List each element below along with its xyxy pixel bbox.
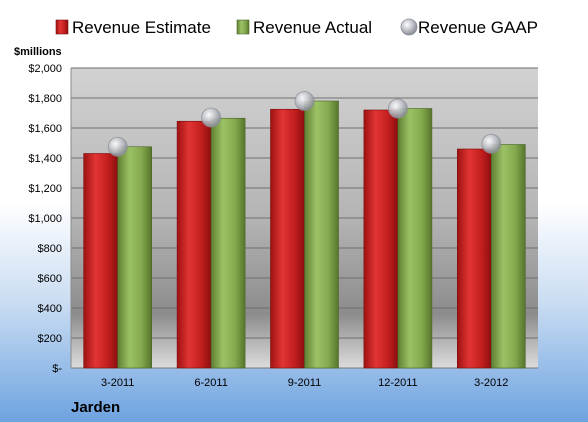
gaap-marker: [201, 107, 222, 128]
x-tick-label: 6-2011: [194, 377, 227, 389]
y-tick-label: $1,000: [28, 213, 62, 225]
actual-bar: [490, 144, 526, 369]
x-axis-ticks: 3-2011 6-2011 9-2011 12-2011 3-2012: [101, 377, 508, 389]
x-tick-label: 3-2012: [474, 377, 508, 389]
estimate-bar: [456, 148, 492, 369]
y-tick-label: $1,400: [28, 153, 62, 165]
y-tick-label: $1,800: [28, 93, 62, 105]
x-tick-label: 9-2011: [288, 377, 321, 389]
legend-swatch: [55, 19, 69, 35]
estimate-bar: [176, 120, 212, 369]
legend-swatch: [400, 18, 418, 36]
estimate-bar: [83, 153, 118, 369]
estimate-bar: [270, 108, 305, 369]
y-tick-label: $200: [38, 333, 62, 345]
actual-bar: [210, 117, 246, 369]
y-axis-ticks: $- $200 $400 $600 $800 $1,000 $1,200 $1,400 $1,6…: [28, 63, 62, 375]
actual-bar: [304, 100, 339, 369]
gaap-marker: [107, 136, 128, 157]
x-tick-label: 3-2011: [101, 377, 134, 389]
legend-label: Revenue Estimate: [72, 18, 211, 37]
y-tick-label: $800: [38, 243, 62, 255]
company-name: Jarden: [71, 399, 120, 416]
actual-bar: [397, 108, 433, 369]
gaap-marker: [481, 133, 502, 154]
legend-label: Revenue GAAP: [418, 18, 538, 37]
y-tick-label: $600: [38, 273, 62, 285]
legend-label: Revenue Actual: [253, 18, 372, 37]
estimate-bar: [363, 109, 399, 369]
gaap-marker: [387, 98, 408, 119]
gaap-markers: [107, 91, 502, 157]
y-tick-label: $2,000: [28, 63, 62, 75]
x-tick-label: 12-2011: [378, 377, 418, 389]
bars: [83, 100, 526, 369]
y-tick-label: $1,600: [28, 123, 62, 135]
y-tick-label: $400: [38, 303, 62, 315]
gaap-marker: [294, 91, 315, 111]
legend-swatch: [236, 19, 250, 35]
y-tick-label: $-: [52, 363, 62, 375]
legend: Revenue Estimate Revenue Actual Revenue GA…: [55, 18, 538, 37]
y-axis-label: $millions: [14, 46, 62, 58]
y-tick-label: $1,200: [28, 183, 62, 195]
actual-bar: [117, 146, 152, 369]
